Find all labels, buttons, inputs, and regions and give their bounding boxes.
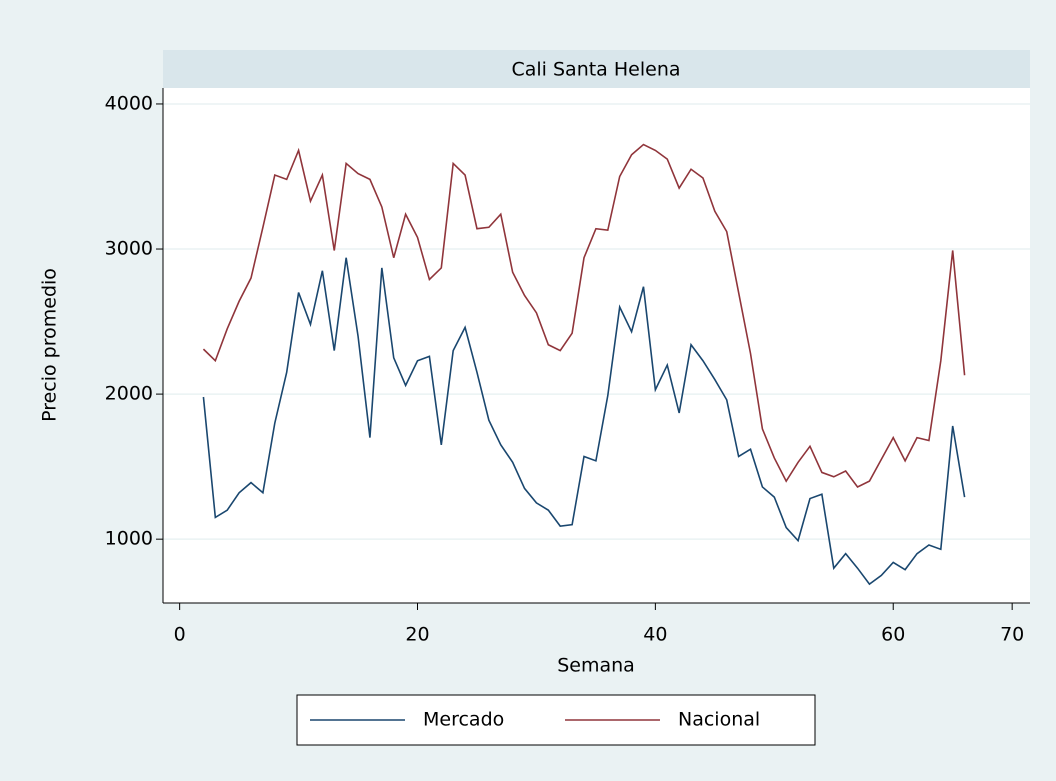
y-axis-label: Precio promedio: [39, 268, 61, 422]
x-tick-label: 60: [881, 624, 905, 646]
legend-label: Nacional: [678, 709, 760, 731]
y-tick-label: 1000: [105, 528, 153, 550]
x-tick-label: 0: [174, 624, 186, 646]
x-tick-label: 70: [1000, 624, 1024, 646]
x-axis-label: Semana: [557, 655, 635, 677]
y-tick-label: 4000: [105, 92, 153, 114]
x-tick-label: 40: [643, 624, 667, 646]
y-tick-label: 3000: [105, 238, 153, 260]
x-tick-label: 20: [405, 624, 429, 646]
legend-label: Mercado: [423, 709, 504, 731]
y-tick-label: 2000: [105, 383, 153, 405]
line-series: [202, 143, 966, 488]
chart-title: Cali Santa Helena: [511, 59, 680, 81]
plot-area: [163, 88, 1030, 603]
line-series: [202, 257, 966, 586]
title-bar: [163, 50, 1030, 88]
